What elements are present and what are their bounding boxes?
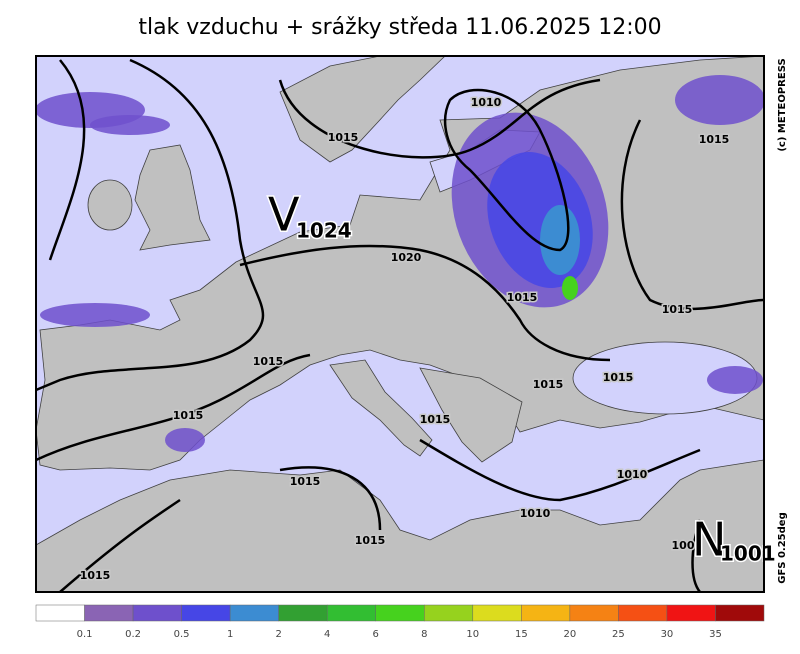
legend-swatch — [181, 604, 231, 622]
isobar-label: 1015 — [533, 378, 564, 391]
legend-label: 4 — [324, 629, 330, 640]
legend-label: 0.5 — [174, 629, 190, 640]
legend-swatch — [375, 604, 425, 622]
high-value: 1024 — [296, 219, 352, 243]
isobar-label: 1015 — [328, 131, 359, 144]
britain — [134, 144, 211, 251]
precipitation — [35, 75, 765, 452]
copyright: (c) METEOPRESS — [777, 58, 788, 151]
legend-swatch — [666, 604, 716, 622]
scandinavia — [279, 55, 446, 163]
isobar-label: 1015 — [80, 569, 111, 582]
legend-swatch — [715, 604, 765, 622]
isobar-label: 1010 — [617, 468, 648, 481]
legend-label: 20 — [563, 629, 576, 640]
legend-swatch — [618, 604, 668, 622]
legend-swatch — [229, 604, 279, 622]
legend-label: 10 — [466, 629, 479, 640]
legend-label: 15 — [515, 629, 528, 640]
legend-swatch — [424, 604, 474, 622]
legend-swatch — [569, 604, 619, 622]
legend-label: 1 — [227, 629, 233, 640]
isobar-label: 1010 — [520, 507, 551, 520]
isobar-label: 1015 — [355, 534, 386, 547]
balkans — [419, 367, 523, 463]
isobar-label: 1010 — [471, 96, 502, 109]
legend-swatch — [326, 604, 376, 622]
isobar-labels: 1010 1015 1015 1020 1015 1015 1015 1015 1015 1015… — [78, 95, 731, 584]
legend-label: 30 — [661, 629, 674, 640]
low-letter: N — [692, 513, 726, 567]
legend-label: 6 — [373, 629, 379, 640]
isobars — [35, 58, 765, 593]
italy — [329, 359, 433, 457]
map-frame — [35, 55, 765, 593]
isobar-label: 1020 — [391, 251, 422, 264]
isobar-label: 1015 — [420, 413, 451, 426]
legend-swatch — [35, 604, 85, 622]
isobar-label: 1015 — [507, 291, 538, 304]
legend-label: 0.2 — [125, 629, 141, 640]
isobar-label: 1015 — [173, 409, 204, 422]
legend: 0.1 0.2 0.5 1 2 4 6 8 10 15 20 25 30 35 — [35, 604, 765, 640]
isobar-label: 1015 — [662, 303, 693, 316]
legend-swatch — [278, 604, 328, 622]
legend-swatch — [84, 604, 134, 622]
legend-swatch — [472, 604, 522, 622]
legend-label: 2 — [275, 629, 281, 640]
title: tlak vzduchu + srážky středa 11.06.2025 … — [138, 15, 661, 40]
isobar-label: 100 — [672, 539, 695, 552]
map: 1010 1015 1015 1020 1015 1015 1015 1015 1015 1015… — [35, 55, 777, 593]
high-letter: V — [268, 188, 300, 242]
model-name: GFS 0.25deg — [777, 512, 788, 584]
legend-swatch — [521, 604, 571, 622]
legend-label: 35 — [709, 629, 722, 640]
isobar-label: 1015 — [603, 371, 634, 384]
isobar-label: 1015 — [699, 133, 730, 146]
legend-swatch — [132, 604, 182, 622]
low-value: 1001 — [720, 542, 776, 566]
isobar-label: 1015 — [290, 475, 321, 488]
legend-label: 0.1 — [77, 629, 93, 640]
ireland — [87, 179, 133, 231]
isobar-label: 1015 — [253, 355, 284, 368]
legend-label: 25 — [612, 629, 625, 640]
legend-label: 8 — [421, 629, 427, 640]
africa — [35, 459, 765, 593]
